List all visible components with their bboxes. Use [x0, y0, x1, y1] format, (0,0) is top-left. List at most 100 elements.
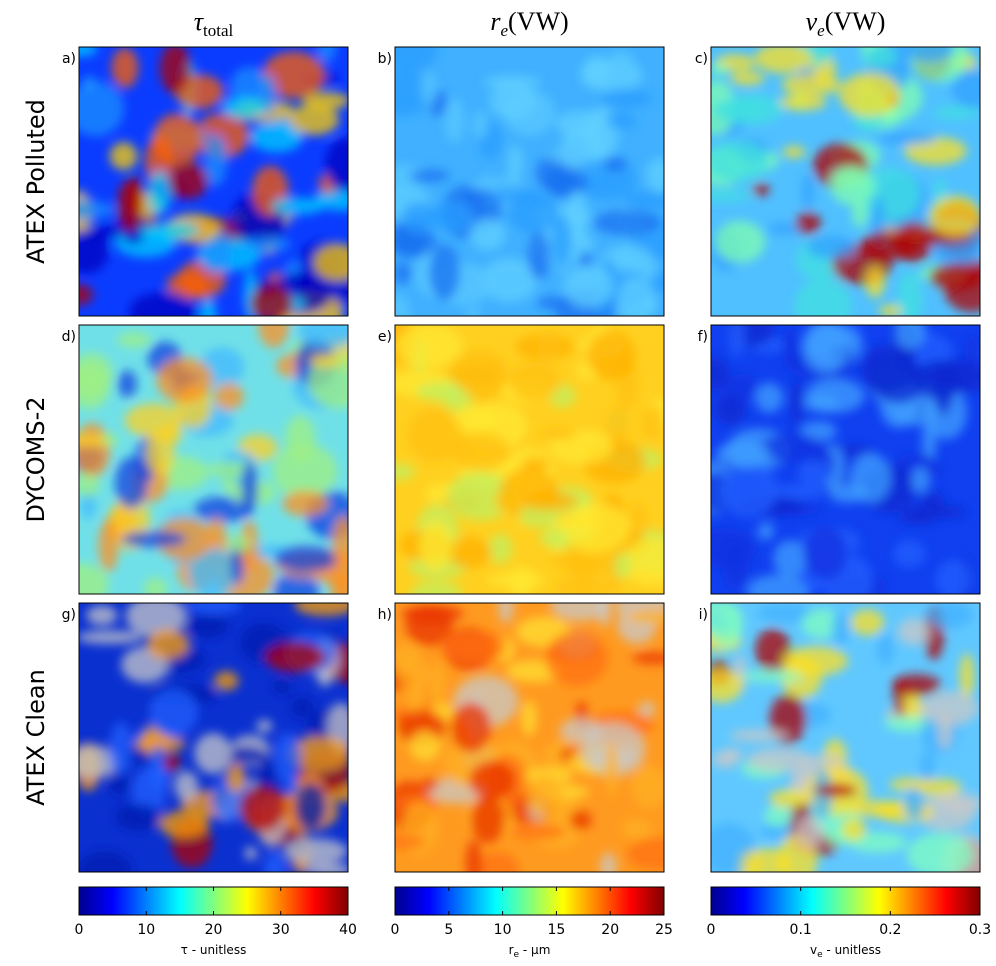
texture-blob	[550, 215, 572, 267]
texture-blob	[711, 140, 770, 183]
text-part: e	[514, 950, 520, 960]
texture-blob	[466, 306, 481, 316]
panel-label: g)	[62, 607, 76, 623]
texture-blob	[409, 169, 450, 183]
text-part: e	[500, 21, 508, 40]
heatmap-panel	[395, 603, 664, 872]
texture-blob	[429, 244, 461, 301]
texture-blob	[448, 349, 509, 394]
texture-blob	[79, 199, 115, 220]
text-part: (VW)	[508, 7, 569, 36]
texture-blob	[759, 433, 824, 463]
texture-blob	[111, 47, 139, 89]
texture-blob	[307, 354, 348, 409]
texture-blob	[893, 539, 926, 568]
texture-blob	[159, 47, 191, 94]
texture-blob	[617, 276, 656, 316]
texture-blob	[249, 284, 293, 316]
texture-blob	[487, 572, 545, 587]
texture	[711, 325, 980, 594]
texture-blob	[711, 668, 743, 703]
texture-blob	[86, 605, 118, 626]
texture-blob	[125, 603, 187, 638]
texture-blob	[168, 162, 209, 200]
texture-blob	[711, 189, 753, 202]
texture-blob	[297, 325, 348, 349]
texture-blob	[728, 325, 746, 357]
texture-blob	[791, 379, 804, 428]
texture-blob	[912, 359, 967, 400]
texture-blob	[416, 382, 466, 402]
texture-blob	[213, 671, 239, 691]
texture-blob	[250, 121, 303, 153]
texture-blob	[488, 533, 513, 564]
texture-blob	[801, 608, 841, 639]
heatmap-panel	[711, 603, 980, 872]
panel-frame	[710, 324, 981, 595]
tick-label: 40	[339, 922, 357, 938]
texture-blob	[605, 742, 619, 798]
texture-blob	[287, 736, 348, 773]
texture-blob	[603, 156, 628, 172]
texture-blob	[294, 603, 348, 617]
texture-blob	[841, 817, 867, 841]
panel-frame	[78, 602, 349, 873]
texture-blob	[781, 74, 842, 96]
texture-blob	[782, 145, 806, 159]
texture-blob	[470, 795, 505, 844]
texture-blob	[553, 578, 614, 594]
text-part: e	[817, 21, 825, 40]
heatmap-panel	[79, 47, 348, 316]
texture-blob	[409, 730, 441, 762]
panel-frame	[710, 602, 981, 873]
texture-blob	[295, 782, 327, 831]
texture-blob	[465, 839, 482, 872]
heatmap-panel	[395, 47, 664, 316]
texture-blob	[720, 462, 778, 518]
texture-blob	[729, 729, 787, 742]
texture-blob	[959, 653, 975, 701]
texture-blob	[897, 271, 923, 316]
texture-blob	[114, 803, 162, 831]
texture-blob	[421, 72, 437, 106]
texture-blob	[152, 113, 202, 166]
texture-blob	[395, 463, 416, 481]
texture	[395, 325, 664, 594]
texture-blob	[711, 357, 730, 392]
colorbar-label: re - μm	[509, 943, 551, 960]
text-part: v	[810, 943, 817, 957]
panel-label: h)	[378, 607, 392, 623]
panel-frame	[78, 46, 349, 317]
texture-blob	[645, 157, 664, 193]
texture-blob	[395, 325, 463, 368]
texture-blob	[730, 71, 765, 86]
texture-blob	[263, 851, 287, 872]
colorbar	[394, 886, 665, 916]
tick-label: 0	[391, 922, 400, 938]
texture-blob	[117, 332, 152, 348]
texture-blob	[193, 496, 253, 523]
texture-blob	[79, 230, 109, 274]
texture-blob	[475, 851, 519, 872]
texture-blob	[911, 778, 963, 797]
tick-label: 10	[494, 922, 512, 938]
texture	[395, 47, 664, 316]
texture-blob	[166, 271, 210, 300]
texture-blob	[850, 609, 885, 636]
texture-blob	[402, 201, 437, 234]
texture-blob	[711, 607, 743, 649]
column-title: τtotal	[194, 7, 234, 40]
texture-blob	[522, 491, 578, 511]
text-part: v	[806, 7, 818, 36]
tick-label: 0	[707, 922, 716, 938]
texture-blob	[161, 423, 183, 445]
tick-label: 20	[601, 922, 619, 938]
text-part: r	[490, 7, 501, 36]
texture-blob	[272, 443, 338, 499]
texture-blob	[284, 415, 316, 462]
texture-blob	[79, 47, 98, 57]
heatmap-panel	[711, 47, 980, 316]
texture-blob	[935, 560, 972, 594]
column-title: ve(VW)	[806, 7, 886, 40]
texture-blob	[109, 721, 133, 777]
